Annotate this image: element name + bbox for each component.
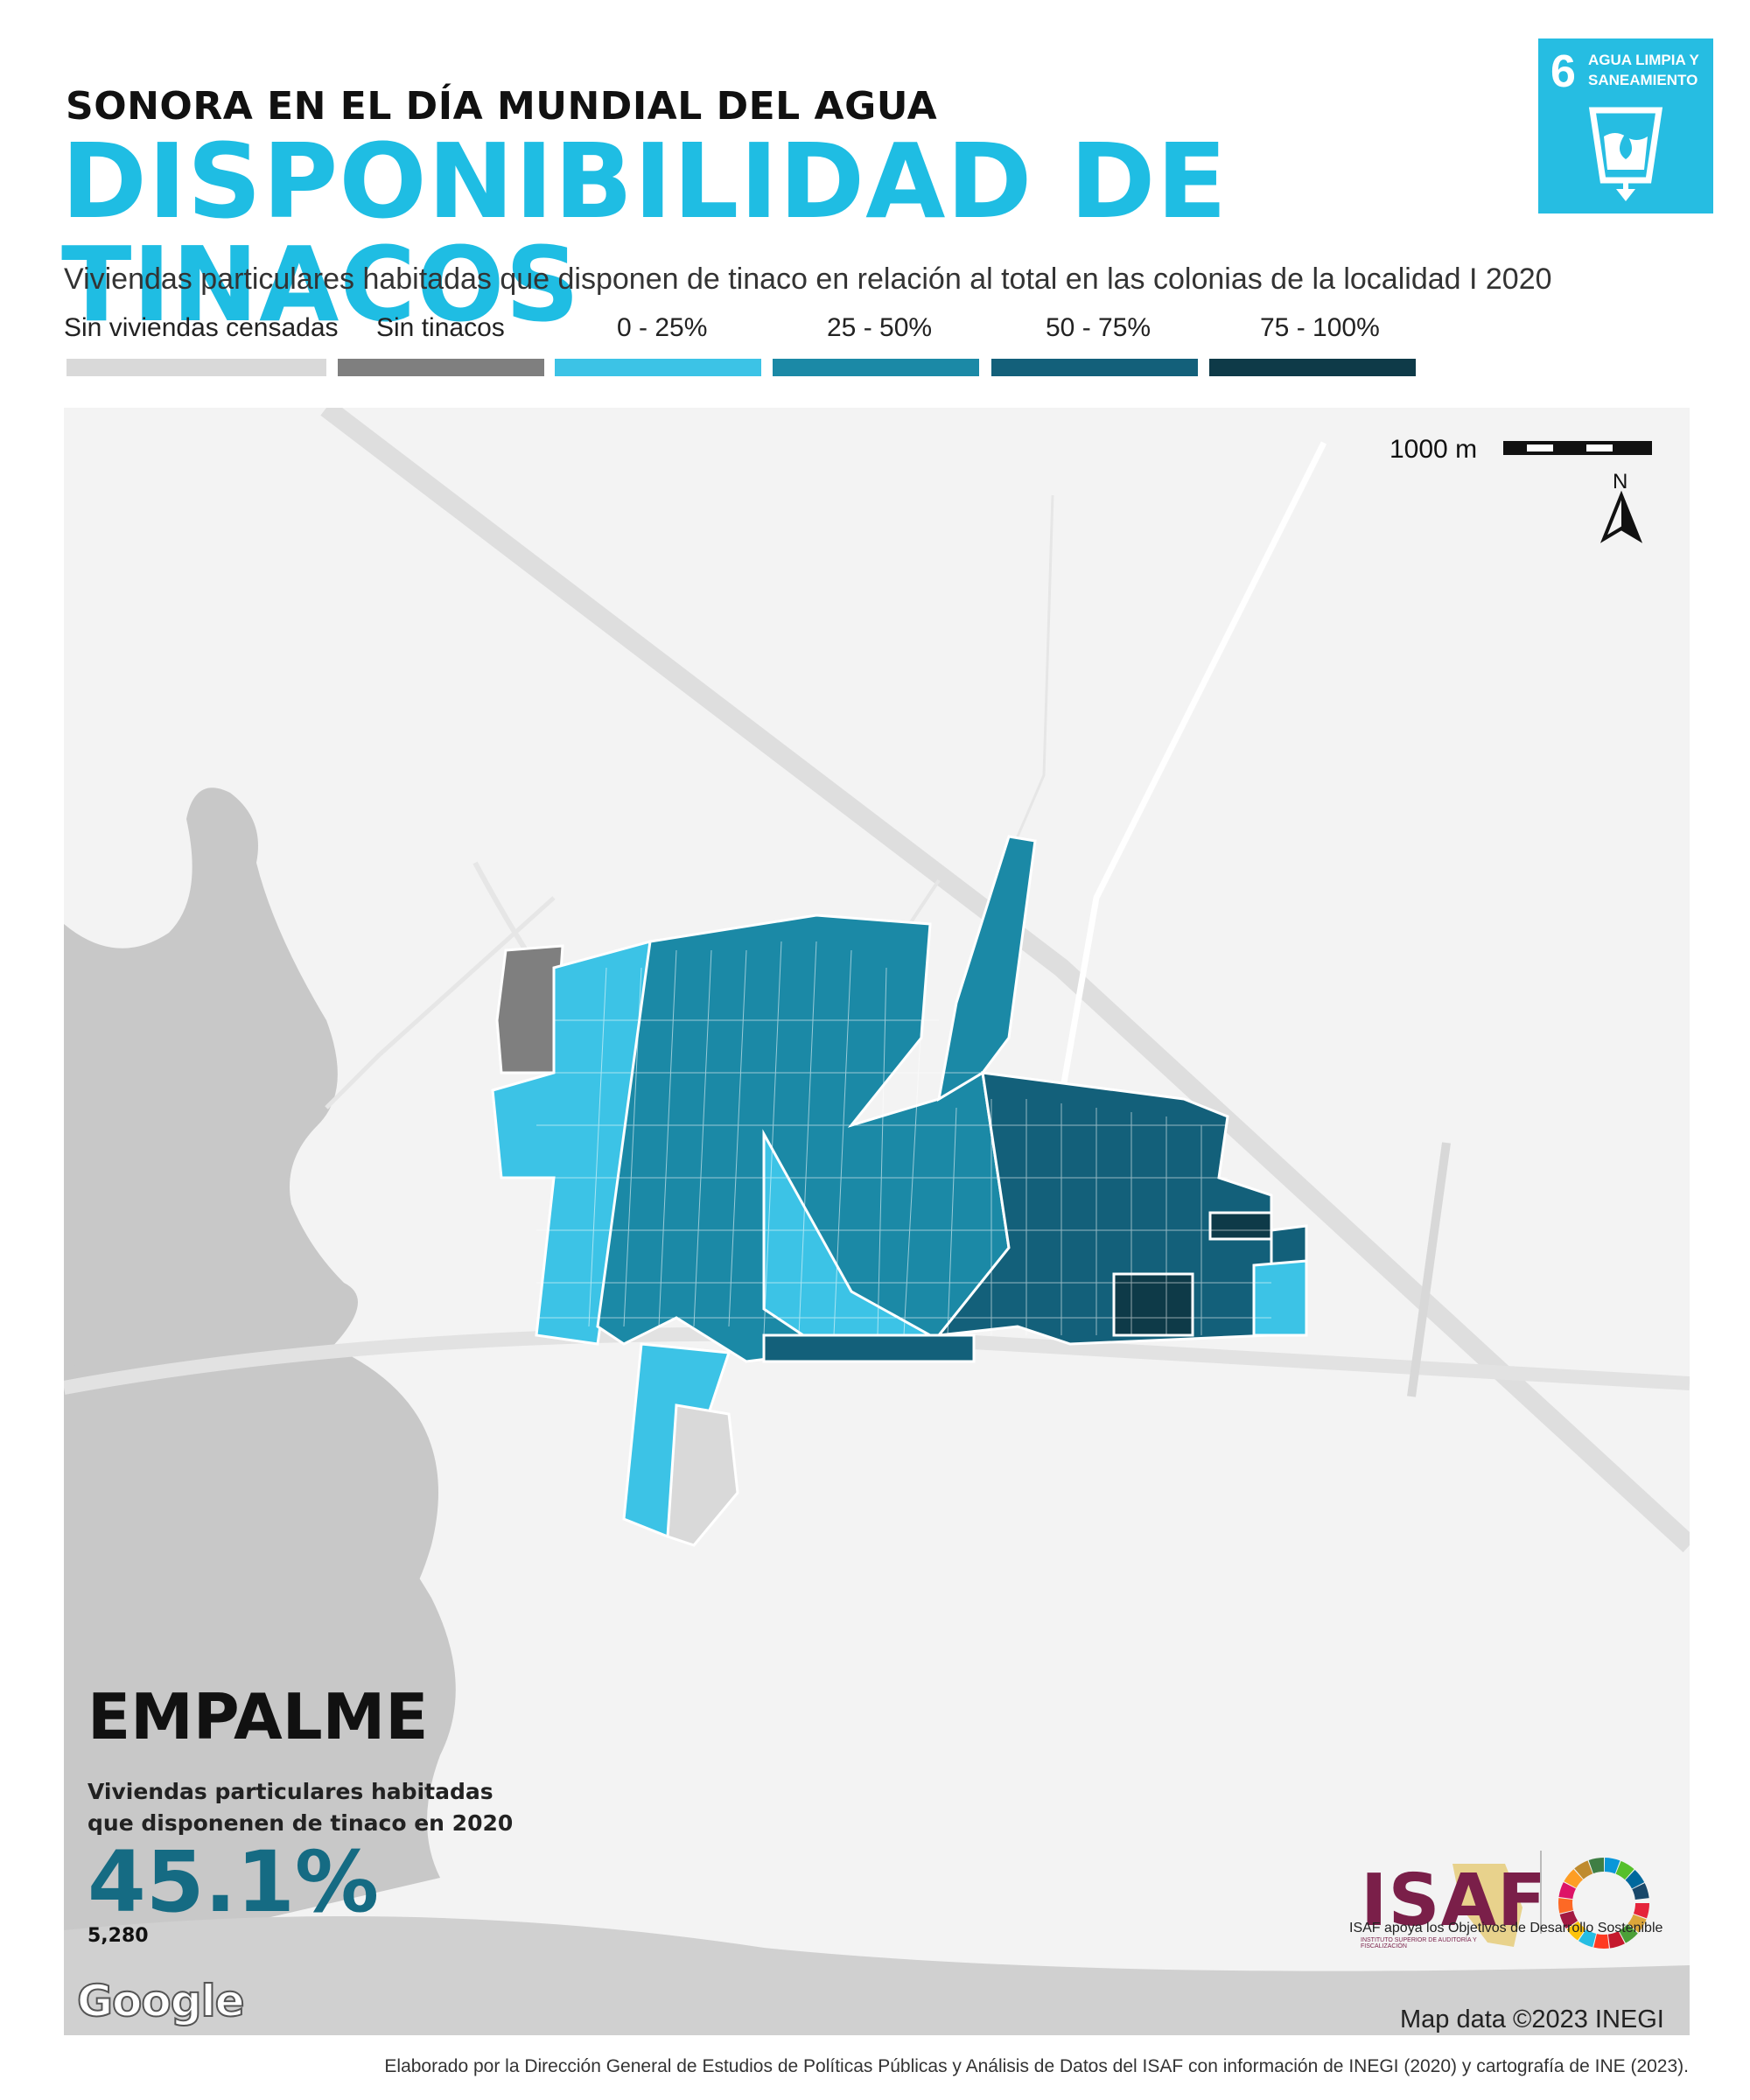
sdg-number: 6 xyxy=(1550,46,1576,97)
sonora-map-icon xyxy=(1452,1864,1522,1947)
google-logo: Google xyxy=(76,1975,246,2027)
scale-label: 1000 m xyxy=(1390,435,1478,464)
logo-divider xyxy=(1540,1851,1542,1934)
stat-count: 5,280 xyxy=(88,1925,149,1947)
legend-label-sin-viviendas: Sin viviendas censadas xyxy=(64,313,339,342)
sdg-6-badge xyxy=(1538,38,1713,214)
map-canvas xyxy=(64,408,1690,2035)
north-arrow-icon xyxy=(1600,490,1643,543)
north-label: N xyxy=(1613,470,1628,494)
isaf-fine-print: INSTITUTO SUPERIOR DE AUDITORÍA Y FISCAL… xyxy=(1361,1937,1477,1950)
legend-label-50-75: 50 - 75% xyxy=(1046,313,1152,342)
lagoon-water xyxy=(64,1326,438,1720)
legend-label-0-25: 0 - 25% xyxy=(617,313,708,342)
subtitle: SONORA EN EL DÍA MUNDIAL DEL AGUA xyxy=(66,84,938,129)
block-0-25-east xyxy=(1252,1259,1308,1337)
block-sin-viviendas xyxy=(666,1404,739,1547)
legend-swatch-25-50 xyxy=(773,359,979,376)
map-attribution: Map data ©2023 INEGI xyxy=(1400,2006,1664,2034)
scale-bar xyxy=(1503,441,1652,455)
legend-swatch-sin-tinacos xyxy=(338,359,544,376)
legend-label-75-100: 75 - 100% xyxy=(1260,313,1380,342)
coast-strip xyxy=(64,1916,1690,2035)
block-50-75-south xyxy=(762,1334,976,1363)
legend-swatch-75-100 xyxy=(1209,359,1416,376)
stat-label: Viviendas particulares habitadas que dis… xyxy=(88,1779,514,1837)
legend-label-25-50: 25 - 50% xyxy=(827,313,933,342)
block-75-100-b xyxy=(1208,1211,1273,1241)
sdg-label: AGUA LIMPIA Y SANEAMIENTO xyxy=(1588,52,1699,88)
stat-percentage: 45.1% xyxy=(88,1833,380,1931)
city-name: EMPALME xyxy=(88,1680,429,1754)
map[interactable] xyxy=(64,408,1690,2035)
neighborhood-blocks xyxy=(491,835,1308,1547)
description: Viviendas particulares habitadas que dis… xyxy=(64,262,1552,296)
isaf-logo: ISAF xyxy=(1361,1859,1548,1942)
legend-swatch-0-25 xyxy=(555,359,761,376)
page-title: DISPONIBILIDAD DE TINACOS xyxy=(61,121,1228,345)
block-grid xyxy=(536,941,1271,1336)
block-sin-tinacos xyxy=(495,944,564,1074)
legend-swatch-sin-viviendas xyxy=(66,359,326,376)
isaf-support-text: ISAF apoya los Objetivos de Desarrollo S… xyxy=(1349,1921,1663,1936)
legend-label-sin-tinacos: Sin tinacos xyxy=(376,313,505,342)
sdg-wheel-icon xyxy=(1558,1858,1649,1949)
footer-credits: Elaborado por la Dirección General de Es… xyxy=(384,2056,1689,2076)
water-glass-icon xyxy=(1588,107,1663,201)
legend-swatch-50-75 xyxy=(991,359,1198,376)
